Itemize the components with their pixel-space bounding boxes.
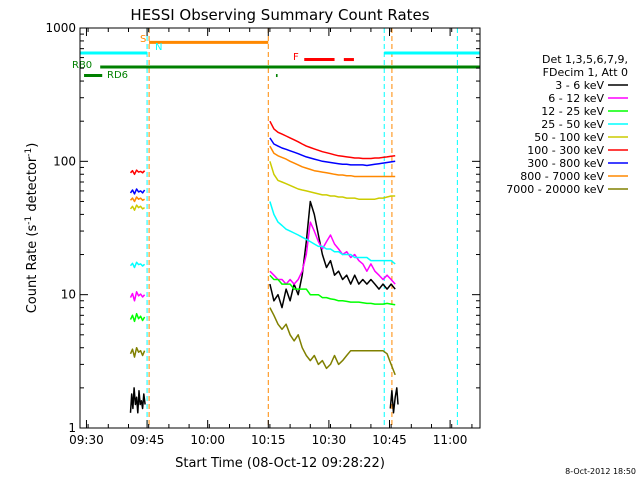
- chart-title: HESSI Observing Summary Count Rates: [130, 6, 429, 24]
- series-3-6-kev-line-2: [389, 387, 399, 414]
- series-6-12-kev-line-1: [269, 221, 396, 285]
- legend-label-7000-20000-kev: 7000 - 20000 keV: [506, 183, 604, 196]
- series-50-100-kev-line-1: [269, 161, 396, 200]
- legend-header-1: FDecim 1, Att 0: [543, 66, 628, 79]
- x-tick-label-11-00: 11:00: [433, 433, 468, 447]
- legend-label-25-50-kev: 25 - 50 keV: [541, 118, 604, 131]
- legend-header-0: Det 1,3,5,6,7,9,: [542, 53, 628, 66]
- flag-rb0-label: RB0: [72, 60, 92, 71]
- legend-label-800-7000-kev: 800 - 7000 keV: [520, 170, 604, 183]
- x-tick-label-09-30: 09:30: [69, 433, 104, 447]
- y-axis-label: Count Rate (s-1 detector-1): [24, 143, 40, 314]
- legend: Det 1,3,5,6,7,9,FDecim 1, Att 03 - 6 keV…: [506, 53, 628, 196]
- y-axis-label-sup1: -1: [24, 216, 34, 225]
- flag-rd6-label: RD6: [107, 70, 128, 81]
- legend-label-50-100-kev: 50 - 100 keV: [534, 131, 604, 144]
- series-800-7000-kev-line-1: [269, 145, 396, 178]
- series-7000-20000-kev-line-1: [269, 307, 396, 376]
- y-axis-label-end: ): [25, 143, 40, 148]
- timestamp: 8-Oct-2012 18:50: [565, 467, 636, 476]
- y-axis-label-sup2: -1: [24, 148, 34, 157]
- y-tick-label-1: 1: [68, 421, 76, 435]
- tick-layer: 09:30 09:45 10:00 10:15 10:30 10:45 11:00 1 10 10…: [45, 21, 480, 447]
- plot-frame: [79, 27, 481, 429]
- series-300-800-kev-line-0: [129, 188, 146, 195]
- x-axis-label: Start Time (08-Oct-12 09:28:22): [175, 456, 385, 471]
- legend-label-3-6-kev: 3 - 6 keV: [555, 79, 604, 92]
- series-300-800-kev-line-1: [269, 137, 396, 167]
- x-tick-label-10-00: 10:00: [190, 433, 225, 447]
- series-6-12-kev-line-0: [129, 291, 146, 302]
- flag-f-label: F: [293, 52, 299, 63]
- series-800-7000-kev-line-0: [129, 196, 145, 203]
- flag-s-label: S: [140, 34, 146, 45]
- series-25-50-kev-line-1: [269, 201, 396, 265]
- series-100-300-kev-line-0: [129, 169, 146, 176]
- x-tick-label-10-15: 10:15: [251, 433, 286, 447]
- x-tick-label-10-30: 10:30: [312, 433, 347, 447]
- y-tick-label-1000: 1000: [45, 21, 76, 35]
- series-3-6-kev-line-1: [269, 200, 396, 309]
- series-50-100-kev-line-0: [129, 204, 146, 211]
- series-12-25-kev-line-0: [129, 312, 146, 323]
- x-tick-label-09-45: 09:45: [130, 433, 165, 447]
- series-100-300-kev-line-1: [269, 120, 396, 160]
- series-25-50-kev-line-0: [129, 261, 146, 269]
- legend-label-100-300-kev: 100 - 300 keV: [527, 144, 604, 157]
- series-7000-20000-kev-line-0: [129, 346, 146, 358]
- flag-n-label: N: [155, 42, 162, 53]
- legend-label-300-800-kev: 300 - 800 keV: [527, 157, 604, 170]
- legend-label-6-12-kev: 6 - 12 keV: [548, 92, 604, 105]
- series-3-6-kev-line-0: [129, 387, 146, 414]
- plot-layer: SN F RB0 RD6: [72, 28, 480, 428]
- y-tick-label-10: 10: [61, 288, 76, 302]
- series-12-25-kev-line-1: [269, 274, 396, 306]
- y-axis-label-main: Count Rate (s: [25, 225, 40, 314]
- y-tick-label-100: 100: [53, 154, 76, 168]
- y-axis-label-mid: detector: [25, 156, 40, 216]
- legend-label-12-25-kev: 12 - 25 keV: [541, 105, 604, 118]
- x-tick-label-10-45: 10:45: [372, 433, 407, 447]
